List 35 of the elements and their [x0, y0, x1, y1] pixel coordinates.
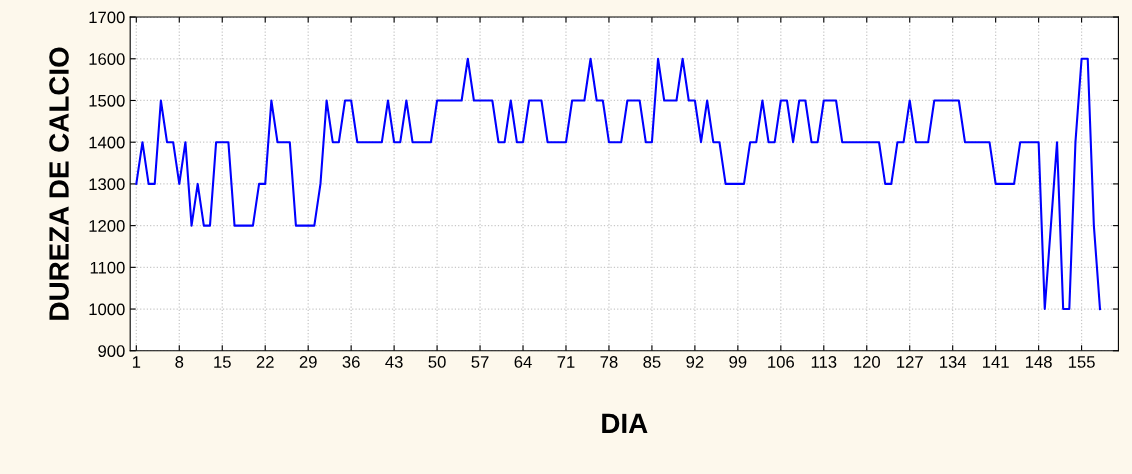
x-tick-label: 106: [768, 356, 794, 368]
x-tick-label: 64: [514, 356, 532, 368]
y-tick-label: 900: [98, 345, 125, 357]
y-axis-title: DUREZA DE CALCIO: [49, 47, 69, 320]
x-tick-label: 155: [1068, 356, 1095, 368]
y-tick-label: 1200: [89, 220, 125, 232]
x-tick-label: 78: [600, 356, 618, 368]
y-tick-label: 1300: [89, 178, 125, 191]
y-tick-label: 1400: [89, 136, 125, 149]
y-tick-label: 1700: [89, 11, 125, 24]
x-tick-label: 99: [729, 356, 747, 368]
y-tick-label: 1000: [89, 303, 125, 316]
x-tick-label: 57: [471, 356, 489, 368]
x-tick-label: 85: [643, 356, 661, 368]
x-tick-label: 50: [428, 356, 446, 368]
x-tick-label: 36: [342, 356, 360, 368]
x-tick-label: 92: [686, 356, 704, 368]
x-tick-label: 141: [983, 356, 1009, 368]
line-series: [135, 57, 1102, 311]
x-tick-label: 120: [854, 356, 881, 368]
x-tick-label: 148: [1025, 356, 1052, 368]
x-tick-label: 22: [256, 356, 274, 368]
x-tick-label: 113: [811, 356, 837, 368]
x-axis-title: DIA: [602, 413, 648, 433]
y-tick-label: 1100: [90, 261, 125, 274]
y-tick-label: 1600: [89, 53, 125, 65]
x-tick-label: 134: [940, 356, 967, 368]
x-tick-label: 43: [385, 356, 403, 368]
x-tick-label: 71: [557, 356, 575, 368]
x-tick-label: 1: [132, 356, 141, 368]
x-tick-label: 29: [299, 356, 317, 368]
x-tick-label: 15: [214, 356, 231, 368]
x-tick-label: 127: [897, 356, 923, 368]
x-tick-label: 8: [175, 356, 184, 368]
y-tick-label: 1500: [89, 94, 125, 107]
